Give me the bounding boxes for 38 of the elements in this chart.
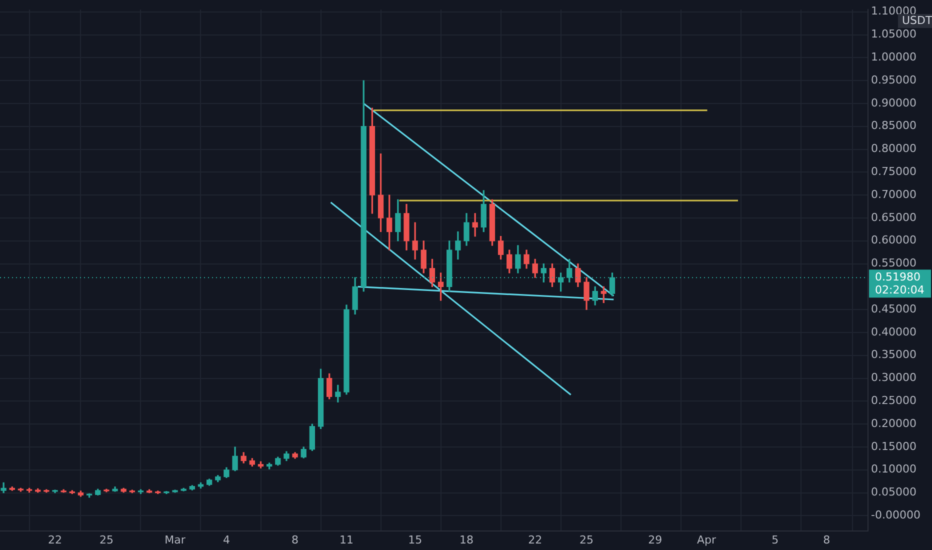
x-tick-label: 29 <box>648 533 662 546</box>
x-tick-label: 22 <box>48 533 62 546</box>
x-tick-label: 25 <box>99 533 114 546</box>
x-tick-label: 22 <box>528 533 542 546</box>
y-tick-label: 0.35000 <box>871 348 916 362</box>
y-tick-label: 0.10000 <box>871 462 916 476</box>
y-tick-label: 0.20000 <box>871 416 916 430</box>
y-tick-label: 0.25000 <box>871 394 916 408</box>
y-tick-label: 0.30000 <box>871 371 916 384</box>
x-tick-label: 25 <box>580 533 594 546</box>
ref-line-label: 0.51980 <box>875 270 920 284</box>
x-tick-label: 15 <box>408 533 422 546</box>
text: USDT <box>902 14 932 27</box>
y-tick-label: 0.05000 <box>871 486 916 499</box>
x-tick-label: 5 <box>772 533 779 546</box>
y-tick-label: 1.05000 <box>871 28 916 41</box>
y-tick-label: 0.15000 <box>871 440 916 453</box>
y-tick-label: 0.60000 <box>871 234 916 247</box>
x-tick-label: Mar <box>164 533 186 546</box>
y-tick-label: 0.90000 <box>871 96 916 110</box>
x-tick-label: 4 <box>222 533 230 546</box>
y-tick-label: 0.65000 <box>871 210 916 224</box>
y-tick-label: 0.55000 <box>871 256 916 270</box>
x-tick-label: 8 <box>823 533 830 546</box>
y-tick-label: 0.75000 <box>871 165 916 178</box>
y-tick-label: 0.80000 <box>871 142 916 156</box>
text: 02:20:04 <box>875 283 924 296</box>
y-tick-label: 0.95000 <box>871 73 916 86</box>
y-tick-label: 1.00000 <box>871 50 916 64</box>
y-tick-label: 0.70000 <box>871 188 916 201</box>
y-tick-label: 0.85000 <box>871 119 916 132</box>
y-tick-label: -0.00000 <box>871 508 920 522</box>
x-tick-label: 8 <box>292 533 299 546</box>
x-tick-label: 11 <box>339 533 354 546</box>
y-tick-label: 0.45000 <box>871 302 916 316</box>
y-tick-label: 0.40000 <box>871 325 916 338</box>
x-tick-label: Apr <box>697 533 717 546</box>
x-tick-label: 18 <box>460 533 474 546</box>
